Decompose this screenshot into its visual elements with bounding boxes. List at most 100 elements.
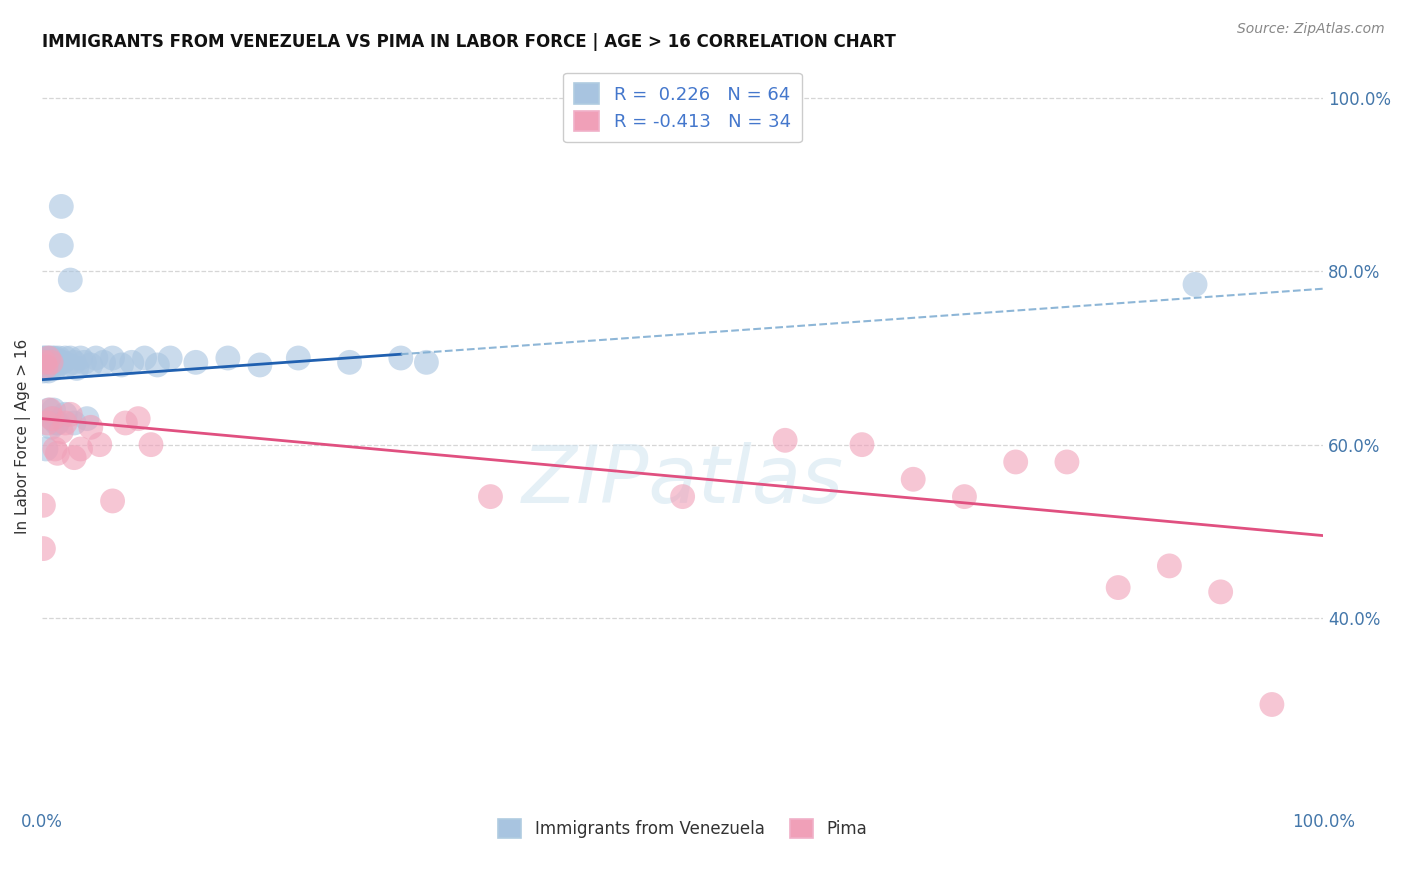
- Point: [479, 490, 502, 504]
- Point: [39, 355, 62, 369]
- Point: [59, 273, 82, 287]
- Point: [46, 416, 69, 430]
- Point: [59, 351, 82, 365]
- Point: [53, 351, 76, 365]
- Point: [63, 416, 86, 430]
- Point: [46, 446, 69, 460]
- Point: [35, 355, 58, 369]
- Point: [37, 351, 59, 365]
- Point: [32, 359, 55, 374]
- Point: [139, 437, 162, 451]
- Point: [146, 358, 169, 372]
- Point: [953, 490, 976, 504]
- Point: [51, 425, 73, 439]
- Point: [45, 416, 67, 430]
- Point: [39, 355, 62, 369]
- Point: [41, 358, 63, 372]
- Point: [114, 416, 136, 430]
- Point: [184, 355, 207, 369]
- Point: [44, 351, 66, 365]
- Point: [1184, 277, 1206, 292]
- Point: [38, 403, 60, 417]
- Point: [39, 420, 62, 434]
- Point: [63, 355, 86, 369]
- Point: [46, 358, 69, 372]
- Text: IMMIGRANTS FROM VENEZUELA VS PIMA IN LABOR FORCE | AGE > 16 CORRELATION CHART: IMMIGRANTS FROM VENEZUELA VS PIMA IN LAB…: [42, 33, 896, 51]
- Point: [1107, 581, 1129, 595]
- Point: [53, 407, 76, 421]
- Point: [287, 351, 309, 365]
- Point: [42, 352, 65, 367]
- Point: [217, 351, 239, 365]
- Legend: Immigrants from Venezuela, Pima: Immigrants from Venezuela, Pima: [492, 813, 873, 845]
- Point: [415, 355, 437, 369]
- Point: [48, 351, 70, 365]
- Point: [134, 351, 156, 365]
- Point: [51, 238, 73, 252]
- Point: [101, 351, 124, 365]
- Point: [45, 355, 67, 369]
- Point: [53, 416, 76, 430]
- Point: [121, 355, 143, 369]
- Point: [44, 442, 66, 456]
- Point: [35, 361, 58, 376]
- Point: [773, 434, 796, 448]
- Point: [37, 416, 59, 430]
- Point: [159, 351, 181, 365]
- Point: [37, 358, 59, 372]
- Point: [69, 442, 91, 456]
- Point: [672, 490, 695, 504]
- Point: [76, 411, 98, 425]
- Point: [66, 361, 89, 376]
- Point: [110, 358, 132, 372]
- Point: [52, 355, 75, 369]
- Y-axis label: In Labor Force | Age > 16: In Labor Force | Age > 16: [15, 338, 31, 533]
- Point: [80, 420, 103, 434]
- Point: [41, 411, 63, 425]
- Point: [389, 351, 412, 365]
- Point: [38, 351, 60, 365]
- Point: [42, 403, 65, 417]
- Point: [93, 355, 115, 369]
- Text: ZIPatlas: ZIPatlas: [522, 442, 844, 520]
- Point: [59, 407, 82, 421]
- Point: [34, 352, 56, 367]
- Point: [44, 361, 66, 376]
- Text: Source: ZipAtlas.com: Source: ZipAtlas.com: [1237, 22, 1385, 37]
- Point: [32, 541, 55, 556]
- Point: [34, 351, 56, 365]
- Point: [32, 364, 55, 378]
- Point: [1056, 455, 1078, 469]
- Point: [80, 358, 103, 372]
- Point: [32, 498, 55, 512]
- Point: [69, 351, 91, 365]
- Point: [41, 411, 63, 425]
- Point: [35, 359, 58, 374]
- Point: [101, 494, 124, 508]
- Point: [127, 411, 149, 425]
- Point: [38, 351, 60, 365]
- Point: [35, 442, 58, 456]
- Point: [1159, 558, 1181, 573]
- Point: [38, 403, 60, 417]
- Point: [1004, 455, 1026, 469]
- Point: [51, 199, 73, 213]
- Point: [89, 437, 111, 451]
- Point: [1209, 585, 1232, 599]
- Point: [1261, 698, 1284, 712]
- Point: [73, 355, 96, 369]
- Point: [249, 358, 271, 372]
- Point: [34, 358, 56, 372]
- Point: [39, 361, 62, 376]
- Point: [851, 437, 873, 451]
- Point: [34, 355, 56, 369]
- Point: [49, 355, 72, 369]
- Point: [38, 355, 60, 369]
- Point: [32, 355, 55, 369]
- Point: [339, 355, 361, 369]
- Point: [38, 364, 60, 378]
- Point: [38, 352, 60, 367]
- Point: [84, 351, 107, 365]
- Point: [903, 472, 925, 486]
- Point: [41, 351, 63, 365]
